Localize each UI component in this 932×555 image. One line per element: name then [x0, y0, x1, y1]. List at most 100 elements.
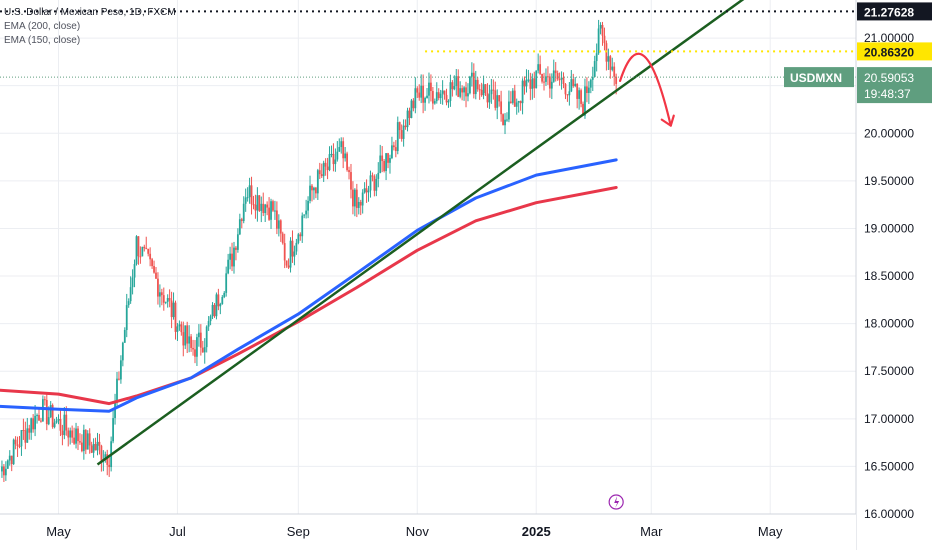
candle-body — [550, 81, 553, 89]
candle-body — [410, 100, 413, 118]
candle-body — [566, 94, 569, 96]
candle-body — [463, 87, 465, 93]
candle-body — [190, 336, 192, 348]
x-tick-label: Mar — [640, 524, 663, 539]
candle-body — [153, 266, 155, 273]
time-axis: May Jul Sep Nov 2025 Mar May — [0, 513, 856, 550]
candle-body — [196, 337, 198, 357]
candle-body — [77, 428, 79, 442]
candle-body — [227, 259, 230, 274]
candle-body — [365, 188, 368, 193]
candle-body — [615, 76, 618, 84]
candle-body — [398, 122, 401, 131]
candle-body — [363, 188, 366, 193]
candle-body — [291, 240, 294, 257]
legend-ema-200[interactable]: EMA (200, close) — [4, 21, 81, 32]
candle-body — [603, 35, 606, 44]
candle-body — [129, 287, 132, 302]
candle-body — [158, 292, 161, 297]
candle-body — [348, 170, 350, 173]
resistance-price-tag-bg — [857, 42, 932, 61]
candle-body — [392, 145, 395, 148]
candle-body — [242, 203, 245, 222]
candle-body — [472, 72, 475, 95]
candle-body — [506, 119, 508, 121]
candle-body — [361, 192, 364, 206]
candle-body — [92, 443, 95, 453]
candle-body — [470, 72, 473, 77]
candle-body — [330, 153, 333, 155]
candle-body — [47, 417, 50, 425]
candle-body — [36, 415, 38, 417]
y-tick-label: 17.00000 — [864, 412, 914, 426]
candle-body — [164, 301, 167, 303]
candle-body — [367, 190, 370, 193]
candle-body — [552, 70, 555, 82]
candle-body — [580, 90, 582, 104]
candle-body — [613, 66, 616, 77]
candle-body — [389, 158, 391, 163]
candle-body — [570, 79, 573, 92]
candle-body — [396, 122, 399, 152]
candle-body — [545, 76, 547, 82]
symbol-tag-bg — [784, 67, 854, 88]
candle-body — [32, 418, 35, 430]
candle-body — [408, 110, 411, 118]
candle-body — [123, 330, 126, 343]
candle-body — [116, 378, 118, 403]
candle-body — [502, 114, 504, 126]
candle-body — [422, 85, 425, 103]
candle-body — [207, 321, 210, 327]
candle-body — [303, 214, 306, 216]
candle-body — [213, 304, 216, 317]
candle-body — [295, 242, 298, 252]
candle-body — [100, 445, 103, 461]
high-price-tag: 21.27628 — [864, 5, 914, 19]
candle-body — [359, 201, 362, 206]
candle-body — [484, 84, 487, 94]
candle-body — [299, 234, 302, 237]
candle-body — [394, 147, 397, 152]
candle-body — [322, 162, 325, 177]
candle-body — [529, 79, 532, 89]
candle-body — [474, 79, 477, 95]
candle-body — [211, 304, 214, 317]
candle-body — [326, 166, 329, 171]
x-tick-label: May — [758, 524, 783, 539]
symbol-tag: USDMXN — [790, 71, 842, 85]
candle-body — [443, 90, 446, 95]
candle-body — [385, 153, 387, 172]
candle-body — [203, 347, 206, 353]
candle-body — [67, 430, 70, 438]
candle-body — [554, 70, 557, 74]
candle-body — [558, 79, 561, 81]
candle-body — [605, 43, 608, 62]
candle-body — [504, 119, 506, 126]
candle-body — [86, 433, 89, 450]
candle-body — [383, 160, 386, 172]
candle-body — [371, 175, 374, 177]
lightning-icon — [614, 496, 620, 508]
candle-body — [264, 204, 267, 214]
candle-body — [340, 141, 343, 148]
candle-body — [10, 455, 13, 465]
x-tick-label: May — [46, 524, 71, 539]
candle-body — [533, 78, 536, 89]
candle-body — [121, 342, 124, 361]
candle-body — [4, 468, 7, 476]
candle-body — [338, 147, 341, 152]
candle-body — [166, 298, 169, 302]
candle-body — [139, 256, 142, 258]
candle-body — [65, 414, 68, 431]
y-tick-label: 16.00000 — [864, 507, 914, 521]
y-tick-label: 16.50000 — [864, 459, 914, 473]
candle-body — [342, 141, 345, 159]
candle-body — [418, 92, 421, 98]
candle-body — [8, 455, 11, 461]
candle-body — [80, 442, 83, 452]
candle-body — [412, 100, 415, 109]
legend-ema-150[interactable]: EMA (150, close) — [4, 35, 81, 46]
candle-body — [589, 79, 592, 88]
